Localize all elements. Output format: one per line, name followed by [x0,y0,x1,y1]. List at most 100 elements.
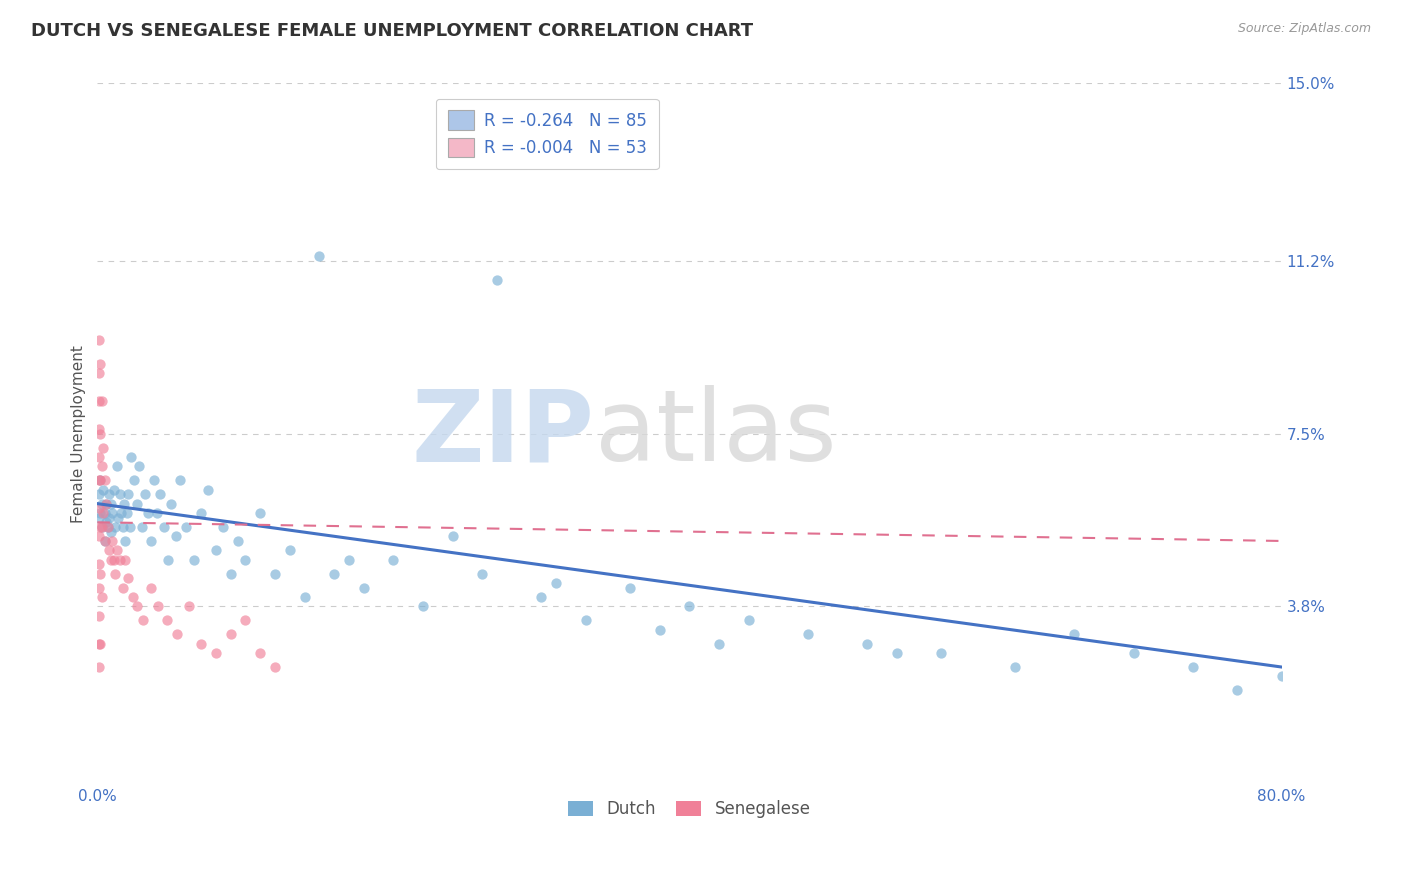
Point [87,450,110,464]
Point [204,646,226,660]
Point [87,473,110,487]
Point [278,543,301,558]
Point [89,520,111,534]
Point [90,459,112,474]
Point [856,637,879,651]
Point [117,487,139,501]
Point [108,487,131,501]
Point [707,637,730,651]
Point [131,520,153,534]
Point [104,566,127,581]
Point [797,627,820,641]
Point [249,506,271,520]
Point [323,566,346,581]
Point [337,552,360,566]
Point [249,646,271,660]
Point [91,441,114,455]
Point [87,558,110,572]
Point [156,613,179,627]
Point [412,599,434,614]
Point [118,520,141,534]
Point [96,497,118,511]
Point [90,520,112,534]
Point [100,524,122,539]
Point [87,333,110,347]
Point [122,590,145,604]
Point [136,506,159,520]
Point [204,543,226,558]
Point [142,473,165,487]
Point [90,497,112,511]
Point [87,529,110,543]
Point [89,426,111,441]
Text: Source: ZipAtlas.com: Source: ZipAtlas.com [1237,22,1371,36]
Point [1270,669,1292,683]
Point [115,506,138,520]
Point [678,599,700,614]
Text: ZIP: ZIP [412,385,595,482]
Point [174,520,197,534]
Point [179,599,201,614]
Point [89,473,111,487]
Point [190,637,212,651]
Point [139,533,162,548]
Point [145,506,167,520]
Point [94,506,117,520]
Point [94,533,117,548]
Point [264,566,287,581]
Point [1181,660,1204,674]
Point [165,529,187,543]
Text: DUTCH VS SENEGALESE FEMALE UNEMPLOYMENT CORRELATION CHART: DUTCH VS SENEGALESE FEMALE UNEMPLOYMENT … [31,22,754,40]
Point [382,552,405,566]
Point [105,459,128,474]
Point [308,249,330,263]
Point [103,552,125,566]
Point [87,501,110,516]
Point [100,497,122,511]
Point [197,483,219,497]
Point [160,497,183,511]
Point [98,543,121,558]
Point [89,473,111,487]
Point [87,510,110,524]
Point [1004,660,1026,674]
Point [90,590,112,604]
Point [120,450,142,464]
Point [212,520,235,534]
Point [87,608,110,623]
Point [127,599,149,614]
Point [353,581,375,595]
Point [264,660,287,674]
Text: atlas: atlas [595,385,837,482]
Point [101,506,124,520]
Point [100,552,122,566]
Point [104,520,127,534]
Point [110,506,132,520]
Point [87,487,110,501]
Point [546,576,568,591]
Point [87,366,110,380]
Point [471,566,494,581]
Point [575,613,598,627]
Point [97,520,120,534]
Point [87,422,110,436]
Point [87,637,110,651]
Point [89,566,111,581]
Point [108,552,131,566]
Point [235,613,257,627]
Point [157,552,180,566]
Point [530,590,553,604]
Point [89,506,111,520]
Point [153,520,176,534]
Point [132,613,155,627]
Point [111,581,134,595]
Point [96,516,118,530]
Point [87,660,110,674]
Point [112,497,135,511]
Point [485,272,508,286]
Point [648,623,671,637]
Y-axis label: Female Unemployment: Female Unemployment [72,344,86,523]
Point [219,627,242,641]
Point [183,552,205,566]
Point [101,533,124,548]
